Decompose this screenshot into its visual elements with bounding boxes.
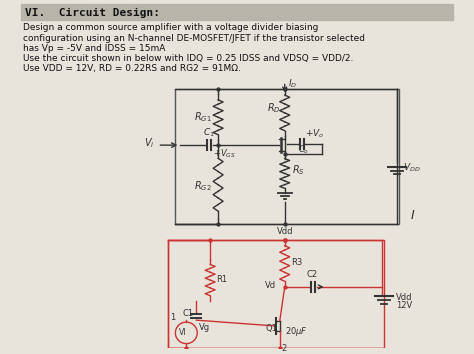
Text: $C_1$: $C_1$ xyxy=(203,126,215,139)
Text: Vdd: Vdd xyxy=(396,293,412,302)
Text: Q1: Q1 xyxy=(266,324,278,333)
Bar xyxy=(21,4,453,20)
Text: VI.  Circuit Design:: VI. Circuit Design: xyxy=(25,8,160,18)
Text: $V_{DD}$: $V_{DD}$ xyxy=(403,161,420,174)
Text: Vd: Vd xyxy=(265,281,276,290)
Bar xyxy=(168,240,384,348)
Text: Use VDD = 12V, RD = 0.22RS and RG2 = 91MΩ.: Use VDD = 12V, RD = 0.22RS and RG2 = 91M… xyxy=(23,64,241,73)
Text: $C_o$: $C_o$ xyxy=(298,144,309,156)
Bar xyxy=(175,90,399,224)
Text: $I_D$: $I_D$ xyxy=(288,78,297,90)
Text: $+V_o$: $+V_o$ xyxy=(305,127,324,140)
Text: $V_i$: $V_i$ xyxy=(144,136,154,150)
Text: $R_{G1}$: $R_{G1}$ xyxy=(194,110,212,124)
Text: Design a common source amplifier with a voltage divider biasing: Design a common source amplifier with a … xyxy=(23,23,319,32)
Text: R3: R3 xyxy=(291,258,302,267)
Text: Use the circuit shown in below with IDQ = 0.25 IDSS and VDSQ = VDD/2.: Use the circuit shown in below with IDQ … xyxy=(23,54,354,63)
Text: $20\mu F$: $20\mu F$ xyxy=(285,325,308,338)
Text: 2: 2 xyxy=(282,344,287,353)
Text: $R_D$: $R_D$ xyxy=(267,101,281,115)
Text: 1: 1 xyxy=(170,313,176,322)
Text: $R_{G2}$: $R_{G2}$ xyxy=(194,179,212,193)
Text: I: I xyxy=(411,210,415,222)
Text: 12V: 12V xyxy=(396,301,412,310)
Text: VI: VI xyxy=(179,328,187,337)
Text: configuration using an N-channel DE-MOSFET/JFET if the transistor selected: configuration using an N-channel DE-MOSF… xyxy=(23,34,365,42)
Text: Vdd: Vdd xyxy=(277,227,293,236)
Text: C2: C2 xyxy=(307,270,318,279)
Text: R1: R1 xyxy=(216,275,227,284)
Text: Vg: Vg xyxy=(199,323,210,332)
Text: has Vp = -5V and IDSS = 15mA: has Vp = -5V and IDSS = 15mA xyxy=(23,44,165,53)
Text: $+V_{GS}$: $+V_{GS}$ xyxy=(213,148,236,160)
Text: $R_S$: $R_S$ xyxy=(292,164,304,177)
Text: C1: C1 xyxy=(182,309,193,318)
